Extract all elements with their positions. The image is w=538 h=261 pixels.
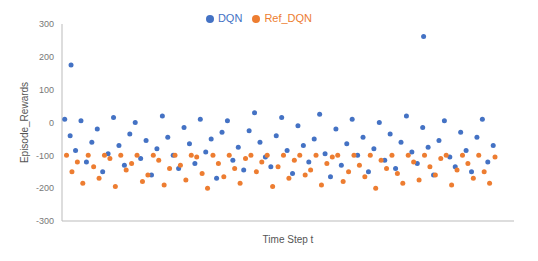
- svg-text:-200: -200: [36, 183, 54, 193]
- svg-text:Episode_Rewards: Episode_Rewards: [19, 82, 30, 163]
- svg-text:300: 300: [39, 19, 54, 29]
- svg-text:0: 0: [49, 118, 54, 128]
- svg-text:Time Step t: Time Step t: [263, 234, 314, 245]
- svg-text:-300: -300: [36, 216, 54, 226]
- svg-text:200: 200: [39, 52, 54, 62]
- svg-text:-100: -100: [36, 151, 54, 161]
- html-text:Ref_DQN: Ref_DQN: [264, 12, 313, 24]
- svg-text:100: 100: [39, 85, 54, 95]
- html-text:DQN: DQN: [217, 12, 243, 24]
